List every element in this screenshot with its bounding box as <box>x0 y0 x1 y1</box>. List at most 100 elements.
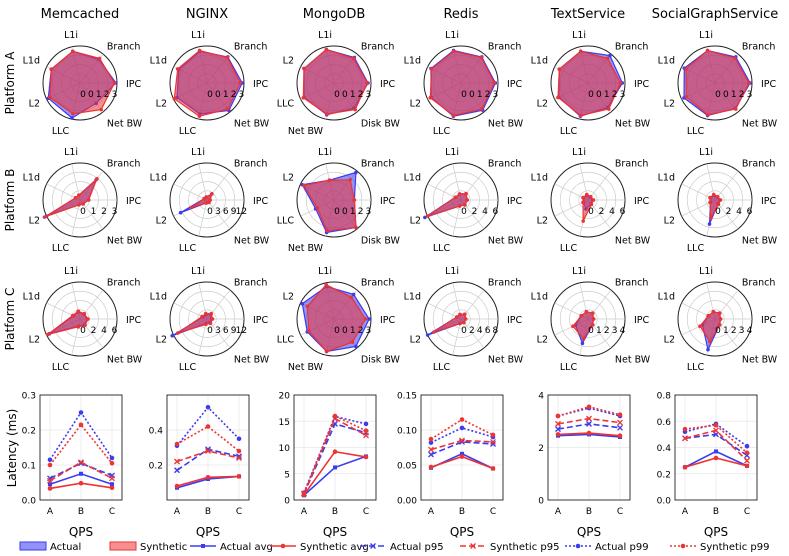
radar-axis-label-ipc: IPC <box>253 196 269 207</box>
legend-marker <box>201 544 205 548</box>
radar-point-synthetic <box>428 95 433 100</box>
radar-axis-label-llc: LLC <box>179 362 197 373</box>
column-title-textservice: TextService <box>550 7 625 22</box>
radar-tick-label: 0 <box>342 90 348 100</box>
radar-point-synthetic <box>571 324 575 329</box>
radar-tick-label: 1 <box>604 90 610 100</box>
radar-tick-label: 0 <box>215 90 221 100</box>
line-marker <box>301 490 307 496</box>
radar-axis-label-l1i: L1i <box>318 266 332 277</box>
radar-spoke <box>173 183 208 201</box>
radar-point-synthetic <box>203 322 208 327</box>
radar-point-synthetic <box>584 192 589 197</box>
radar-point-actual <box>300 301 305 306</box>
radar-tick-label: 2 <box>739 90 745 100</box>
radar-tick-label: 0 <box>723 90 729 100</box>
legend-entry-actual-p95: Actual p95 <box>360 542 444 553</box>
radar-point-synthetic <box>492 81 497 85</box>
line-series-actual-p99 <box>557 407 621 417</box>
radar-tick-label: 0 <box>342 207 348 217</box>
radar-axis-label-branch: Branch <box>361 278 395 289</box>
line-marker <box>682 435 688 442</box>
radar-axis-label-ipc: IPC <box>507 79 523 90</box>
radar-point-synthetic <box>718 198 723 202</box>
radar-point-synthetic <box>351 56 356 61</box>
radar-axis-label-llc: LLC <box>179 126 197 137</box>
line-ytick-label: 0 <box>284 497 290 507</box>
radar-spoke <box>587 170 612 201</box>
line-xtick-label: A <box>555 507 562 517</box>
radar-axis-label-llc: LLC <box>433 362 451 373</box>
radar-axis-label-l2: L2 <box>537 215 548 226</box>
line-marker <box>490 438 496 445</box>
line-marker <box>555 413 561 419</box>
line-ytick-label: 10 <box>279 444 291 454</box>
radar-axis-label-l1d: L1d <box>658 292 675 303</box>
line-marker <box>490 466 496 471</box>
radar-axis-label-l1d: L1d <box>404 56 421 67</box>
radar-axis-label-l1i: L1i <box>318 147 332 158</box>
radar-axis-label-l1i: L1i <box>64 30 78 41</box>
radar-point-synthetic <box>429 67 434 71</box>
radar-tick-label: 2 <box>101 207 107 217</box>
line-frame <box>547 394 631 501</box>
legend-label: Synthetic avg <box>300 542 369 553</box>
line-marker <box>617 424 623 431</box>
radar-axis-label-branch: Branch <box>107 159 141 170</box>
line-marker <box>490 441 496 447</box>
radar-tick-label: 4 <box>736 207 742 217</box>
radar-tick-label: 3 <box>493 90 499 100</box>
legend-entry-actual: Actual <box>19 541 81 553</box>
radar-tick-label: 6 <box>493 207 499 217</box>
line-marker <box>48 482 52 487</box>
radar-textservice-r2 <box>550 162 626 238</box>
line-xlabel: QPS <box>704 525 728 539</box>
radar-area-synthetic <box>557 50 622 117</box>
radar-point-synthetic <box>590 311 595 316</box>
radar-point-synthetic <box>99 107 104 112</box>
line-ytick-label: 2 <box>538 444 544 454</box>
legend-label: Synthetic <box>140 542 187 553</box>
line-ytick-label: 0.05 <box>397 462 417 472</box>
radar-tick-label: 0 <box>588 326 594 336</box>
radar-point-synthetic <box>451 49 456 54</box>
radar-axis-label-ipc: IPC <box>380 196 396 207</box>
radar-axis-label-branch: Branch <box>615 159 649 170</box>
radar-area-synthetic <box>173 49 241 117</box>
radar-point-synthetic <box>591 317 596 321</box>
line-marker <box>555 420 561 427</box>
radar-point-synthetic <box>302 66 306 71</box>
radar-axis-label-l1d: L1d <box>150 56 167 67</box>
radar-spoke <box>714 170 739 201</box>
line-marker <box>78 410 84 415</box>
line-ytick-label: 15 <box>279 418 290 428</box>
radar-axis-label-llc: LLC <box>277 215 295 226</box>
radar-point-synthetic <box>324 47 329 52</box>
radar-axis-label-net-bw: Net BW <box>488 235 524 246</box>
radar-point-actual <box>178 210 183 215</box>
radar-axis-label-branch: Branch <box>361 42 395 53</box>
radar-tick-label: 3 <box>366 90 372 100</box>
radar-axis-label-llc: LLC <box>433 126 451 137</box>
line-marker <box>714 449 718 454</box>
radar-point-actual <box>354 170 358 175</box>
radar-axis-label-net-bw: Net BW <box>288 362 324 373</box>
radar-axis-label-l1i: L1i <box>699 147 713 158</box>
line-marker <box>363 432 369 439</box>
radar-point-synthetic <box>606 107 611 111</box>
radar-point-synthetic <box>225 55 230 60</box>
line-marker <box>617 412 623 417</box>
radar-axis-label-l2: L2 <box>156 98 167 109</box>
radar-axis-label-net-bw: Net BW <box>488 118 524 129</box>
radar-point-synthetic <box>711 309 716 314</box>
radar-axis-label-l1i: L1i <box>318 30 332 41</box>
radar-axis-label-l2: L2 <box>537 334 548 345</box>
line-marker <box>555 432 561 437</box>
line-marker <box>332 413 338 419</box>
radar-point-synthetic <box>70 313 75 318</box>
radar-tick-label: 4 <box>482 207 488 217</box>
line-ytick-label: 0.1 <box>22 462 36 472</box>
radar-point-actual <box>580 341 585 346</box>
radar-point-synthetic <box>48 95 52 100</box>
